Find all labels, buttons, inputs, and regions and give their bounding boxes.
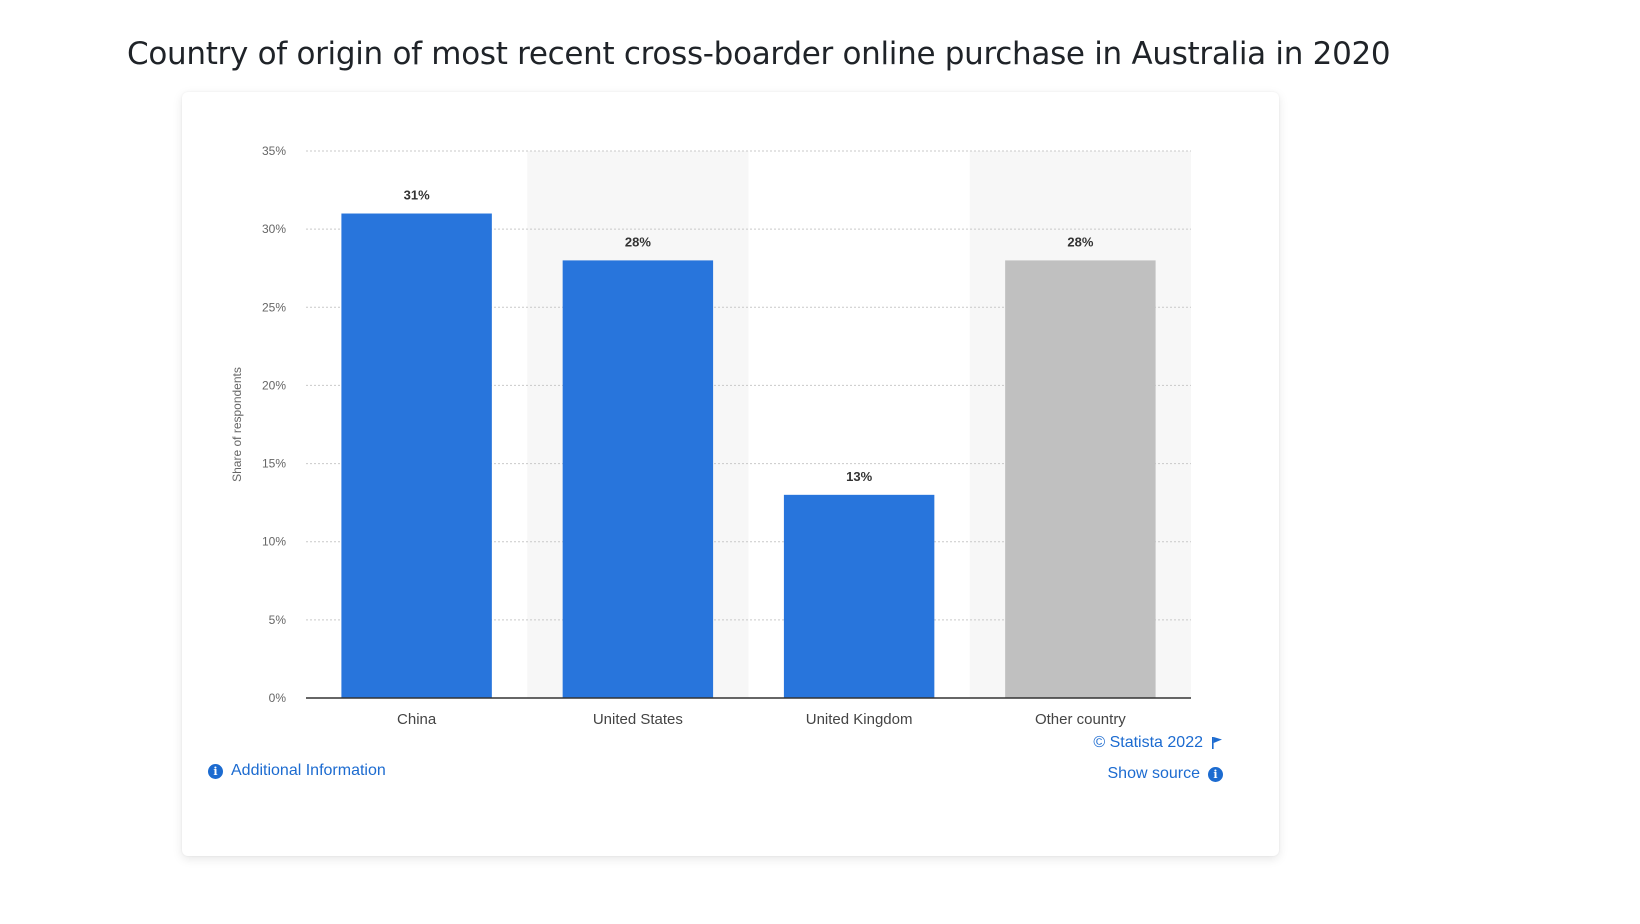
data-label: 13% (846, 469, 872, 484)
x-tick-label: United States (593, 711, 683, 728)
flag-icon (1212, 737, 1222, 749)
show-source-label: Show source (1107, 765, 1201, 782)
chart-card: 0% 5% 10% 15% 20% 25% 30% 35% 31% China 28% United … (182, 92, 1279, 856)
data-label: 31% (404, 188, 430, 203)
bar (562, 260, 714, 698)
y-tick-label: 0% (269, 691, 287, 705)
copyright-label: © Statista 2022 (1093, 734, 1203, 751)
y-tick-label: 5% (269, 613, 287, 627)
x-tick-label: China (397, 711, 437, 728)
y-tick-label: 20% (262, 378, 286, 392)
data-label: 28% (625, 234, 651, 249)
info-icon: i (1208, 766, 1223, 782)
show-source-link[interactable]: Show source i (1107, 765, 1223, 783)
x-tick-label: United Kingdom (806, 711, 913, 728)
y-tick-label: 10% (262, 535, 286, 549)
bar (1005, 260, 1156, 698)
bar (783, 494, 935, 698)
additional-information-label: Additional Information (231, 762, 386, 779)
bar-chart: 0% 5% 10% 15% 20% 25% 30% 35% 31% China 28% United … (230, 144, 1191, 728)
info-icon: i (208, 763, 223, 779)
x-tick-label: Other country (1035, 711, 1126, 728)
additional-information-link[interactable]: i Additional Information (208, 762, 386, 780)
y-tick-label: 15% (262, 457, 286, 471)
y-tick-label: 25% (262, 300, 286, 314)
statista-copyright-link[interactable]: © Statista 2022 (1093, 734, 1223, 752)
page-title: Country of origin of most recent cross-b… (127, 36, 1391, 72)
y-axis-title: Share of respondents (230, 367, 244, 482)
data-label: 28% (1067, 234, 1093, 249)
bar (341, 213, 492, 698)
y-tick-label: 35% (262, 144, 286, 158)
y-tick-label: 30% (262, 222, 286, 236)
